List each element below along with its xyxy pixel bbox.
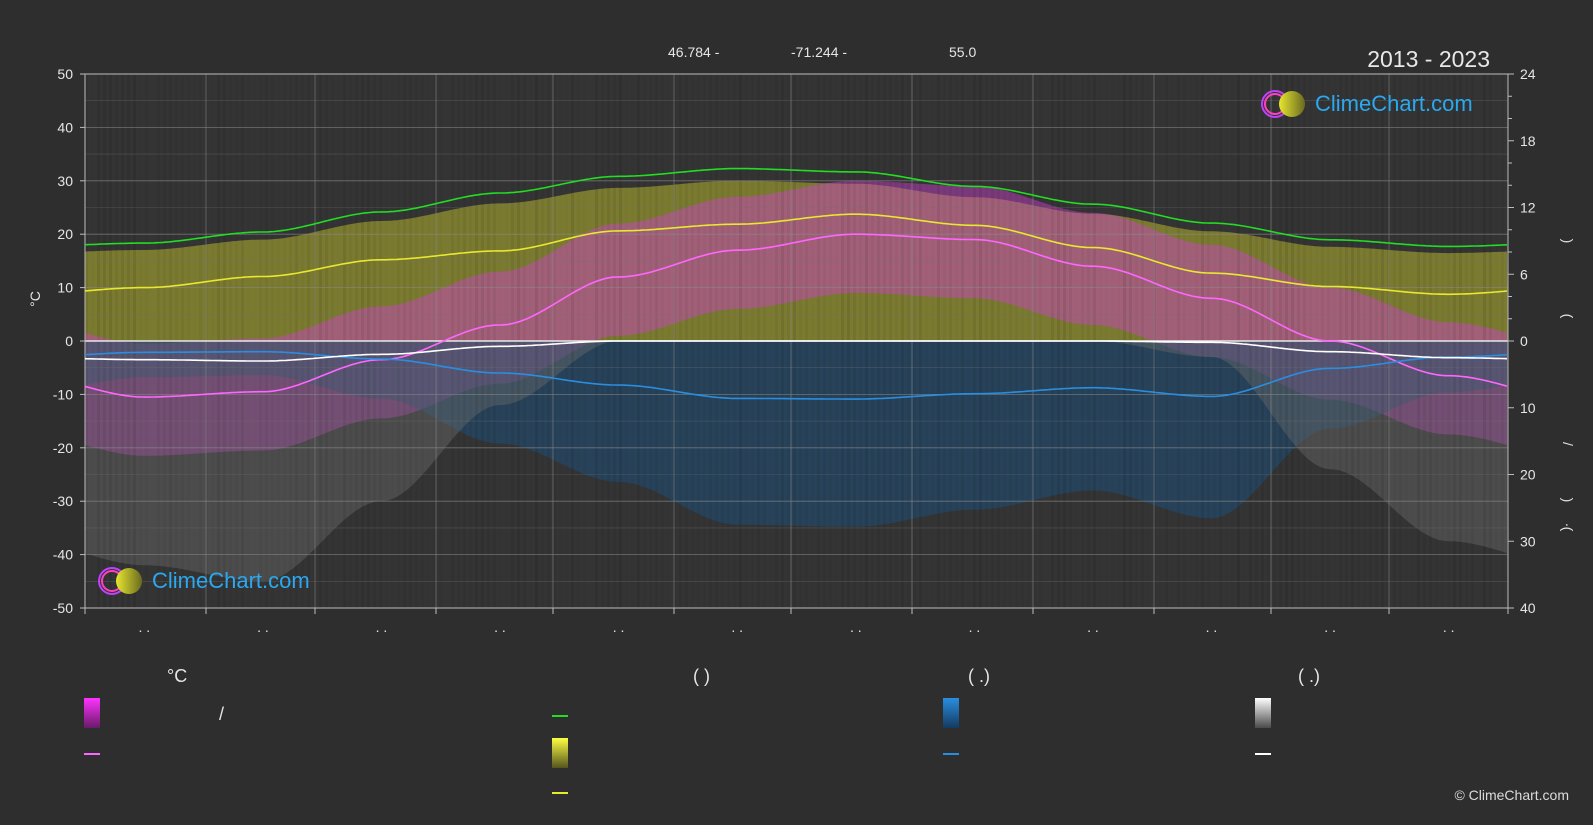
legend-snow-range-swatch bbox=[1255, 698, 1271, 728]
right-axis-mm-tick: 30 bbox=[1520, 533, 1536, 549]
snow-band bbox=[85, 341, 1508, 582]
snow-line bbox=[84, 340, 1508, 362]
right-axis-label-glyph: · bbox=[1560, 523, 1576, 528]
right-axis-hours-tick: 12 bbox=[1520, 200, 1536, 216]
logo-text: ClimeChart.com bbox=[1315, 91, 1473, 116]
copyright[interactable]: © ClimeChart.com bbox=[1454, 787, 1569, 803]
legend-sunshine-range-swatch bbox=[552, 738, 568, 768]
elevation-label: 55.0 bbox=[949, 44, 977, 60]
x-axis-tick-label: . . bbox=[1443, 619, 1455, 635]
x-axis-tick-label: . . bbox=[138, 619, 150, 635]
left-axis-tick: 0 bbox=[65, 333, 73, 349]
x-axis-tick-label: . . bbox=[494, 619, 506, 635]
longitude-label: -71.244 - bbox=[791, 44, 848, 60]
legend-temp-avg-swatch bbox=[84, 753, 100, 755]
logo-bottom[interactable]: ClimeChart.com bbox=[96, 565, 310, 597]
x-axis-tick-label: . . bbox=[850, 619, 862, 635]
right-axis-label-glyph: / bbox=[1560, 442, 1576, 446]
rain-band bbox=[85, 341, 1508, 527]
year-range: 2013 - 2023 bbox=[1367, 46, 1490, 72]
left-axis-tick: -30 bbox=[53, 493, 73, 509]
legend-slash: / bbox=[219, 704, 225, 724]
x-axis-tick-label: . . bbox=[969, 619, 981, 635]
climechart-logo-icon bbox=[1261, 90, 1305, 118]
x-axis-tick-label: . . bbox=[1324, 619, 1336, 635]
right-axis-label-glyph: ( bbox=[1560, 314, 1576, 319]
legend-rain-avg-swatch bbox=[943, 753, 959, 755]
left-axis-tick: 40 bbox=[57, 119, 73, 135]
left-axis-tick: -20 bbox=[53, 440, 73, 456]
left-axis-tick: 50 bbox=[57, 66, 73, 82]
daylight-line bbox=[84, 167, 1508, 248]
legend-snow-avg-swatch bbox=[1255, 753, 1271, 755]
left-axis-tick: -40 bbox=[53, 547, 73, 563]
right-axis-hours-tick: 24 bbox=[1520, 66, 1536, 82]
logo-text: ClimeChart.com bbox=[152, 568, 310, 593]
legend-temperature-heading: °C bbox=[167, 666, 188, 686]
right-axis-mm-tick: 10 bbox=[1520, 400, 1536, 416]
x-axis-tick-label: . . bbox=[1206, 619, 1218, 635]
left-axis-tick: 20 bbox=[57, 226, 73, 242]
x-axis-tick-label: . . bbox=[731, 619, 743, 635]
right-axis-label-glyph: ) bbox=[1560, 239, 1576, 244]
left-axis-tick: -10 bbox=[53, 386, 73, 402]
x-axis-tick-label: . . bbox=[257, 619, 269, 635]
sunshine-line bbox=[84, 213, 1508, 296]
right-axis-mm-tick: 20 bbox=[1520, 467, 1536, 483]
left-axis-tick: 30 bbox=[57, 173, 73, 189]
left-axis-tick: -50 bbox=[53, 600, 73, 616]
x-axis-tick-label: . . bbox=[613, 619, 625, 635]
right-axis-hours-tick: 6 bbox=[1520, 266, 1528, 282]
legend-sunshine-avg-swatch bbox=[552, 792, 568, 794]
x-axis-tick-label: . . bbox=[1087, 619, 1099, 635]
rain-line bbox=[84, 350, 1508, 400]
right-axis-mm-tick: 40 bbox=[1520, 600, 1536, 616]
right-axis-hours-tick: 0 bbox=[1520, 333, 1528, 349]
latitude-label: 46.784 - bbox=[668, 44, 720, 60]
legend-snow-heading: ( .) bbox=[1298, 666, 1320, 686]
temperature-avg-line bbox=[84, 233, 1508, 398]
x-axis-tick-label: . . bbox=[376, 619, 388, 635]
left-axis-tick: 10 bbox=[57, 280, 73, 296]
legend-daylight-swatch bbox=[552, 715, 568, 717]
legend-rain-heading: ( .) bbox=[968, 666, 990, 686]
legend-rain-range-swatch bbox=[943, 698, 959, 728]
right-axis-label-glyph: ( bbox=[1560, 527, 1576, 532]
legend-sun-heading: ( ) bbox=[693, 666, 710, 686]
left-axis-label: °C bbox=[27, 291, 43, 307]
right-axis-hours-tick: 18 bbox=[1520, 133, 1536, 149]
right-axis-label-glyph: ) bbox=[1560, 498, 1576, 503]
climechart-logo-icon bbox=[98, 567, 142, 595]
logo-top[interactable]: ClimeChart.com bbox=[1259, 88, 1473, 120]
legend-temp-range-swatch bbox=[84, 698, 100, 728]
